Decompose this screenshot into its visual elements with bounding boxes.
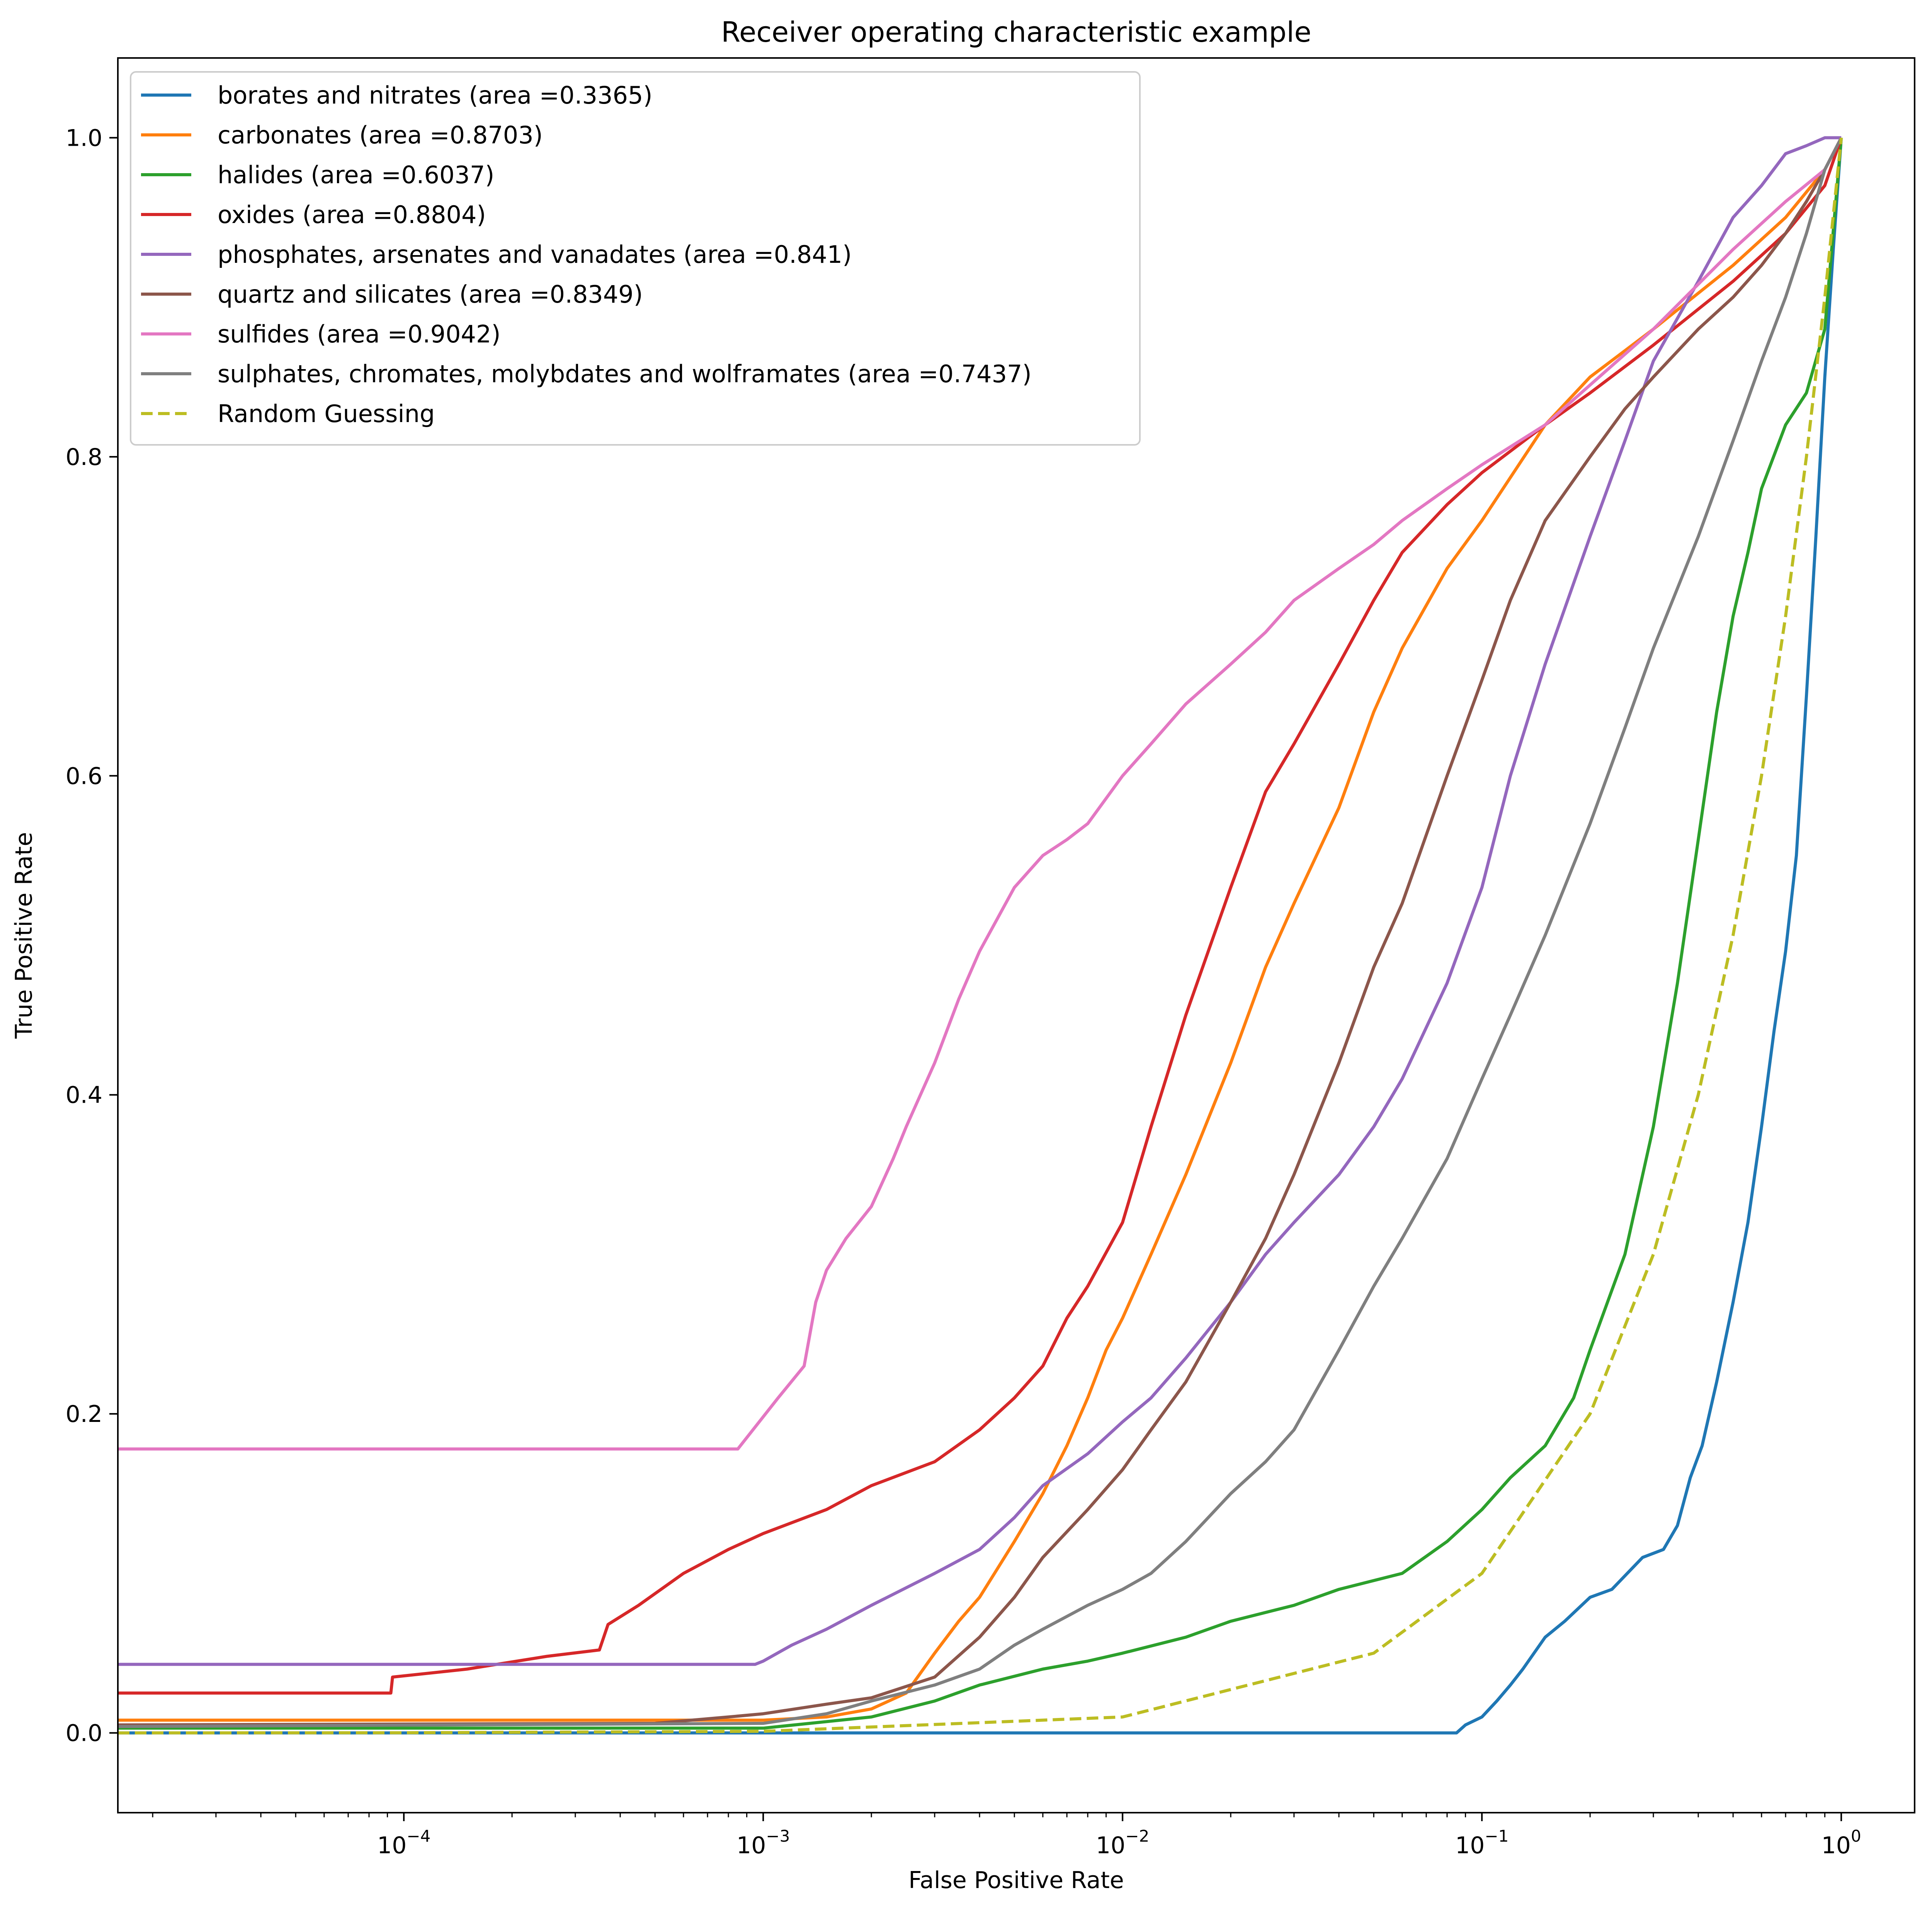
x-tick-exponent: 0: [1851, 1827, 1861, 1846]
legend: borates and nitrates (area =0.3365) carbo…: [130, 71, 1141, 446]
y-tick-label: 0.8: [66, 444, 102, 471]
legend-label: oxides (area =0.8804): [218, 201, 486, 229]
x-tick-base: 10: [1455, 1832, 1485, 1859]
y-axis-label: True Positive Rate: [10, 832, 37, 1039]
series-line-7: [118, 137, 1843, 1728]
legend-label: halides (area =0.6037): [218, 161, 494, 189]
legend-label: carbonates (area =0.8703): [218, 121, 543, 149]
legend-label: borates and nitrates (area =0.3365): [218, 81, 653, 109]
chart-title: Receiver operating characteristic exampl…: [721, 16, 1311, 48]
x-tick-base: 10: [1096, 1832, 1125, 1859]
legend-label: sulfides (area =0.9042): [218, 320, 501, 348]
y-tick-label: 0.2: [66, 1401, 102, 1428]
x-tick-exponent: −3: [766, 1827, 790, 1846]
y-axis: 0.0 0.2 0.4 0.6 0.8 1.0: [66, 124, 118, 1747]
legend-box: [130, 71, 1141, 446]
series-line-6: [118, 137, 1843, 1451]
x-tick-exponent: −2: [1125, 1827, 1149, 1846]
x-tick-label: 10−1: [1455, 1827, 1509, 1859]
x-axis: 10−4 10−3 10−2 10−1 100: [152, 1813, 1861, 1859]
x-tick-base: 10: [736, 1832, 766, 1859]
x-tick-exponent: −1: [1485, 1827, 1509, 1846]
series-line-4: [118, 136, 1842, 1666]
legend-label: Random Guessing: [218, 400, 435, 428]
series-line-1: [118, 137, 1843, 1722]
x-tick-label: 10−3: [736, 1827, 790, 1859]
legend-label: phosphates, arsenates and vanadates (are…: [218, 240, 852, 269]
x-tick-label: 10−4: [377, 1827, 430, 1859]
x-tick-exponent: −4: [406, 1827, 430, 1846]
series-line-2: [118, 138, 1843, 1730]
x-tick-base: 10: [377, 1832, 406, 1859]
plot-frame: [117, 57, 1915, 1813]
series-layer: [118, 136, 1843, 1735]
x-tick-label: 10−2: [1096, 1827, 1149, 1859]
series-line-8: [118, 137, 1843, 1735]
y-tick-label: 0.4: [66, 1082, 102, 1109]
x-tick-base: 10: [1821, 1832, 1851, 1859]
series-line-0: [118, 138, 1843, 1735]
y-tick-label: 0.6: [66, 763, 102, 790]
y-tick-label: 0.0: [66, 1720, 102, 1747]
y-tick-label: 1.0: [66, 124, 102, 152]
series-line-5: [118, 137, 1843, 1726]
legend-label: sulphates, chromates, molybdates and wol…: [218, 360, 1032, 388]
x-axis-label: False Positive Rate: [908, 1867, 1124, 1894]
legend-label: quartz and silicates (area =0.8349): [218, 280, 643, 308]
x-tick-label: 100: [1821, 1827, 1861, 1859]
